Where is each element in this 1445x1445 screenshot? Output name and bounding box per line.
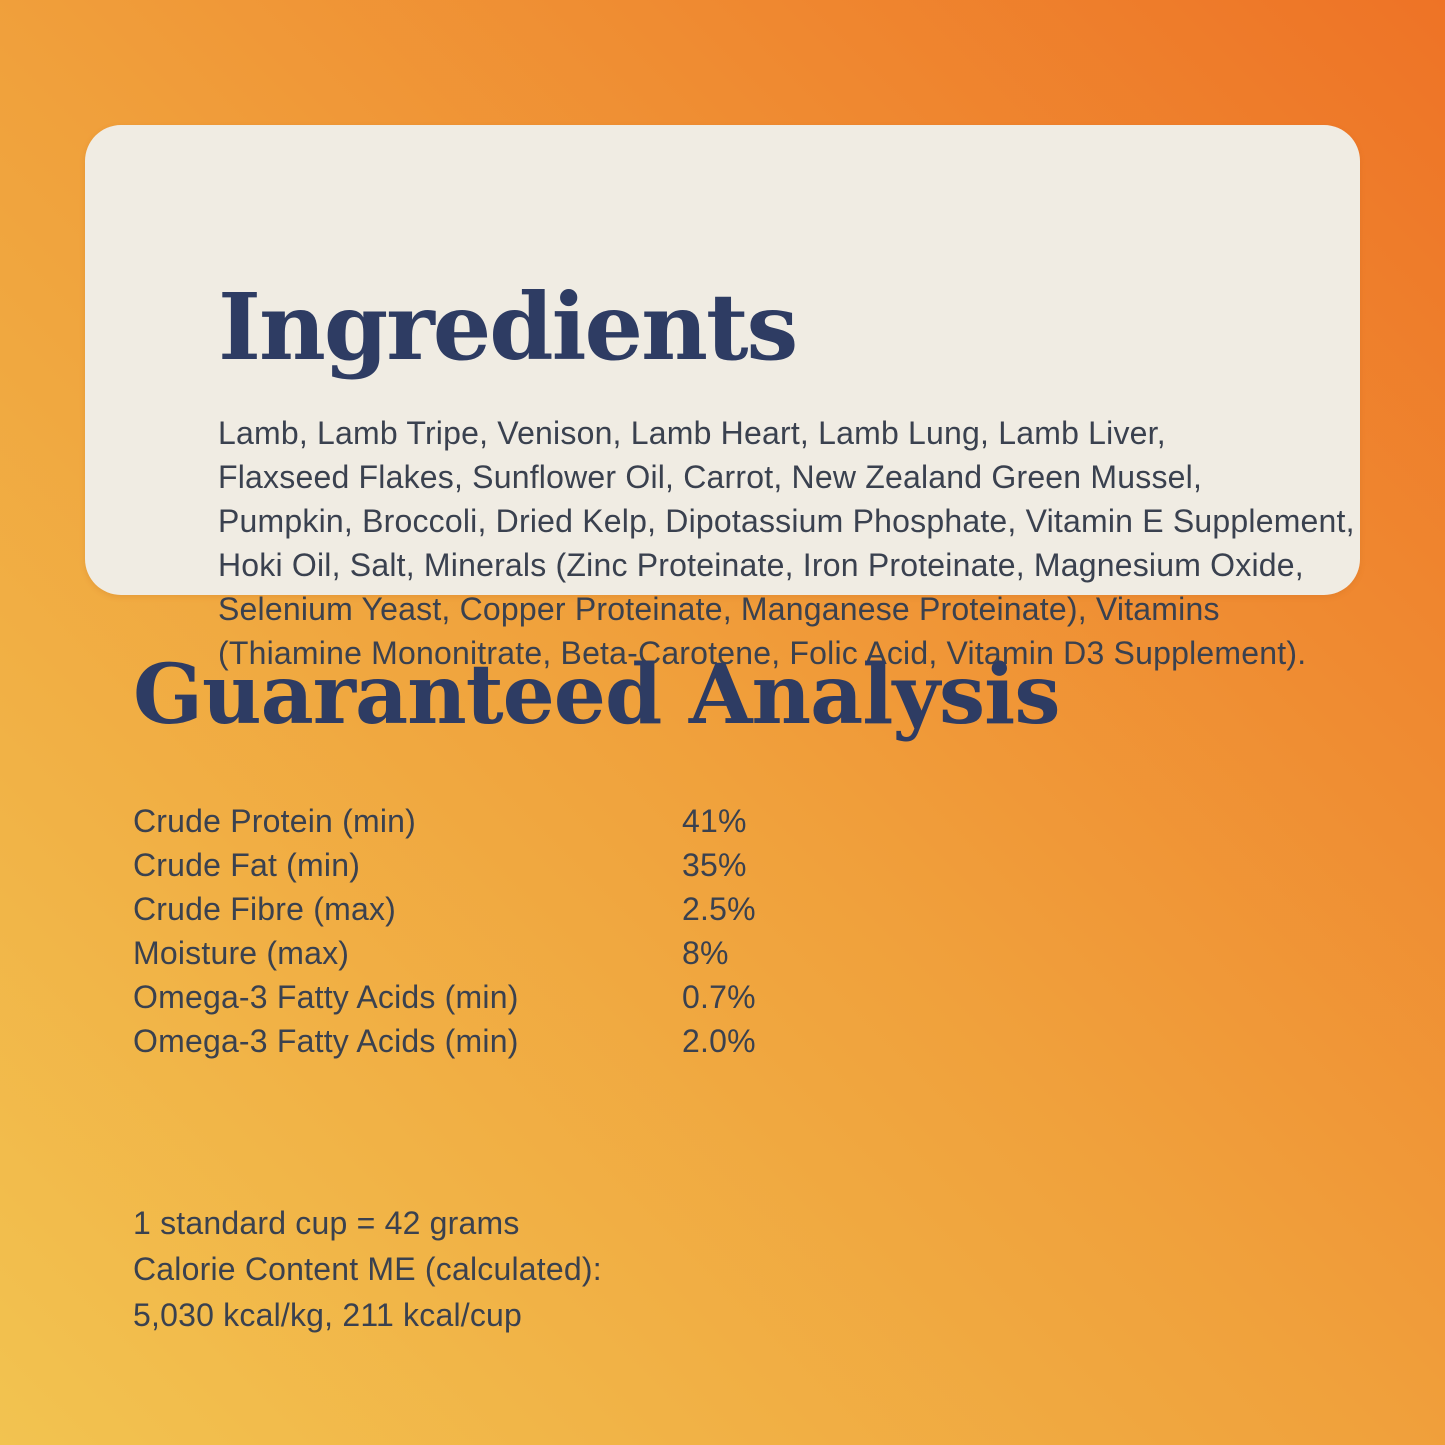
analysis-row: Omega-3 Fatty Acids (min) 0.7% — [133, 975, 1033, 1019]
ingredients-line: (Thiamine Mononitrate, Beta-Carotene, Fo… — [218, 635, 1307, 671]
analysis-label: Crude Fat (min) — [133, 847, 361, 883]
analysis-value: 41% — [682, 803, 747, 839]
analysis-label: Crude Protein (min) — [133, 803, 417, 839]
serving-calorie-info: 1 standard cup = 42 grams Calorie Conten… — [133, 1200, 933, 1338]
analysis-value: 2.0% — [682, 1023, 756, 1059]
guaranteed-analysis-table: Crude Protein (min) 41% Crude Fat (min) … — [133, 799, 1033, 1063]
analysis-label: Moisture (max) — [133, 935, 350, 971]
analysis-row: Crude Fibre (max) 2.5% — [133, 887, 1033, 931]
ingredients-line: Hoki Oil, Salt, Minerals (Zinc Proteinat… — [218, 547, 1304, 583]
analysis-row: Moisture (max) 8% — [133, 931, 1033, 975]
analysis-label: Omega-3 Fatty Acids (min) — [133, 979, 519, 1015]
ingredients-title: Ingredients — [218, 273, 798, 381]
ingredients-line: Flaxseed Flakes, Sunflower Oil, Carrot, … — [218, 459, 1203, 495]
serving-size-line: 1 standard cup = 42 grams — [133, 1205, 520, 1241]
calorie-content-line: Calorie Content ME (calculated): — [133, 1251, 602, 1287]
ingredients-card: Ingredients Lamb, Lamb Tripe, Venison, L… — [85, 125, 1360, 671]
analysis-row: Crude Fat (min) 35% — [133, 843, 1033, 887]
analysis-value: 2.5% — [682, 891, 756, 927]
analysis-label: Omega-3 Fatty Acids (min) — [133, 1023, 519, 1059]
analysis-value: 35% — [682, 847, 747, 883]
analysis-row: Crude Protein (min) 41% — [133, 799, 1033, 843]
calorie-values-line: 5,030 kcal/kg, 211 kcal/cup — [133, 1297, 523, 1333]
analysis-value: 8% — [682, 935, 729, 971]
analysis-value: 0.7% — [682, 979, 756, 1015]
analysis-row: Omega-3 Fatty Acids (min) 2.0% — [133, 1019, 1033, 1063]
guaranteed-analysis-title: Guaranteed Analysis — [133, 647, 1060, 743]
ingredients-list: Lamb, Lamb Tripe, Venison, Lamb Heart, L… — [218, 411, 1408, 675]
ingredients-line: Lamb, Lamb Tripe, Venison, Lamb Heart, L… — [218, 415, 1166, 451]
ingredients-line: Selenium Yeast, Copper Proteinate, Manga… — [218, 591, 1220, 627]
analysis-label: Crude Fibre (max) — [133, 891, 397, 927]
ingredients-line: Pumpkin, Broccoli, Dried Kelp, Dipotassi… — [218, 503, 1355, 539]
